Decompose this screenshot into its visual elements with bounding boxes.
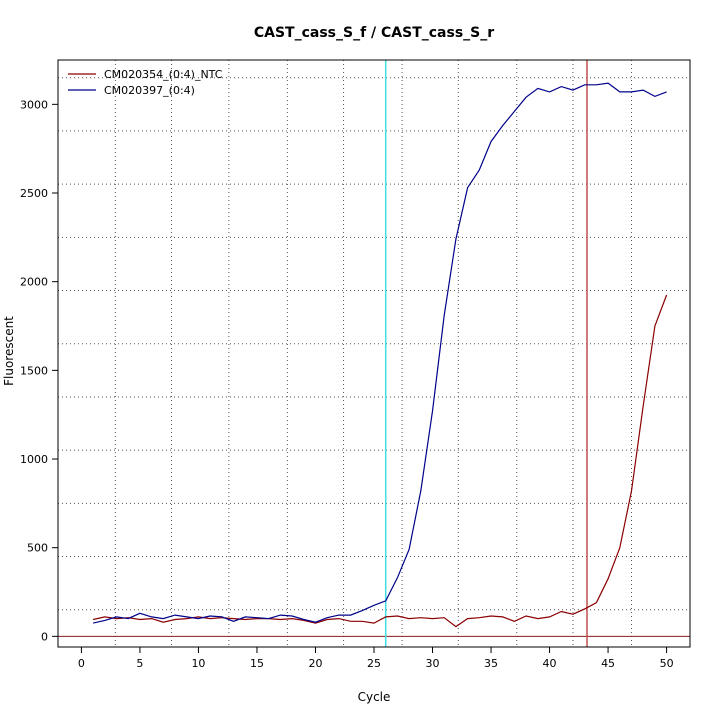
x-tick-label: 30: [426, 657, 440, 670]
chart-title: CAST_cass_S_f / CAST_cass_S_r: [254, 25, 494, 41]
y-tick-label: 0: [41, 630, 48, 643]
series-line-2: [92, 82, 667, 624]
x-tick-label: 50: [660, 657, 674, 670]
x-tick-label: 40: [543, 657, 557, 670]
x-tick-label: 45: [601, 657, 615, 670]
y-tick-label: 3000: [20, 98, 48, 111]
y-tick-label: 2000: [20, 276, 48, 289]
grid: [58, 60, 690, 647]
threshold-lines: [58, 60, 690, 647]
x-tick-label: 5: [136, 657, 143, 670]
series-layer: [92, 82, 668, 628]
x-tick-label: 20: [308, 657, 322, 670]
legend-label: CM020397_(0:4): [104, 84, 195, 97]
x-axis-label: Cycle: [358, 690, 391, 704]
x-tick-label: 15: [250, 657, 264, 670]
legend-label: CM020354_(0:4)_NTC: [104, 68, 223, 81]
x-axis: 0 5 10 15 20 25 30 35 40 45 50: [78, 647, 674, 670]
y-tick-label: 1500: [20, 364, 48, 377]
series-line-1: [92, 294, 668, 628]
y-axis-label: Fluorescent: [2, 316, 16, 386]
y-tick-label: 2500: [20, 187, 48, 200]
x-tick-label: 0: [78, 657, 85, 670]
x-tick-label: 25: [367, 657, 381, 670]
x-tick-label: 10: [191, 657, 205, 670]
legend: CM020354_(0:4)_NTC CM020397_(0:4): [68, 68, 223, 97]
y-tick-label: 1000: [20, 453, 48, 466]
x-tick-label: 35: [484, 657, 498, 670]
y-tick-label: 500: [27, 542, 48, 555]
y-axis: 0 500 1000 1500 2000 2500 3000: [20, 98, 58, 643]
